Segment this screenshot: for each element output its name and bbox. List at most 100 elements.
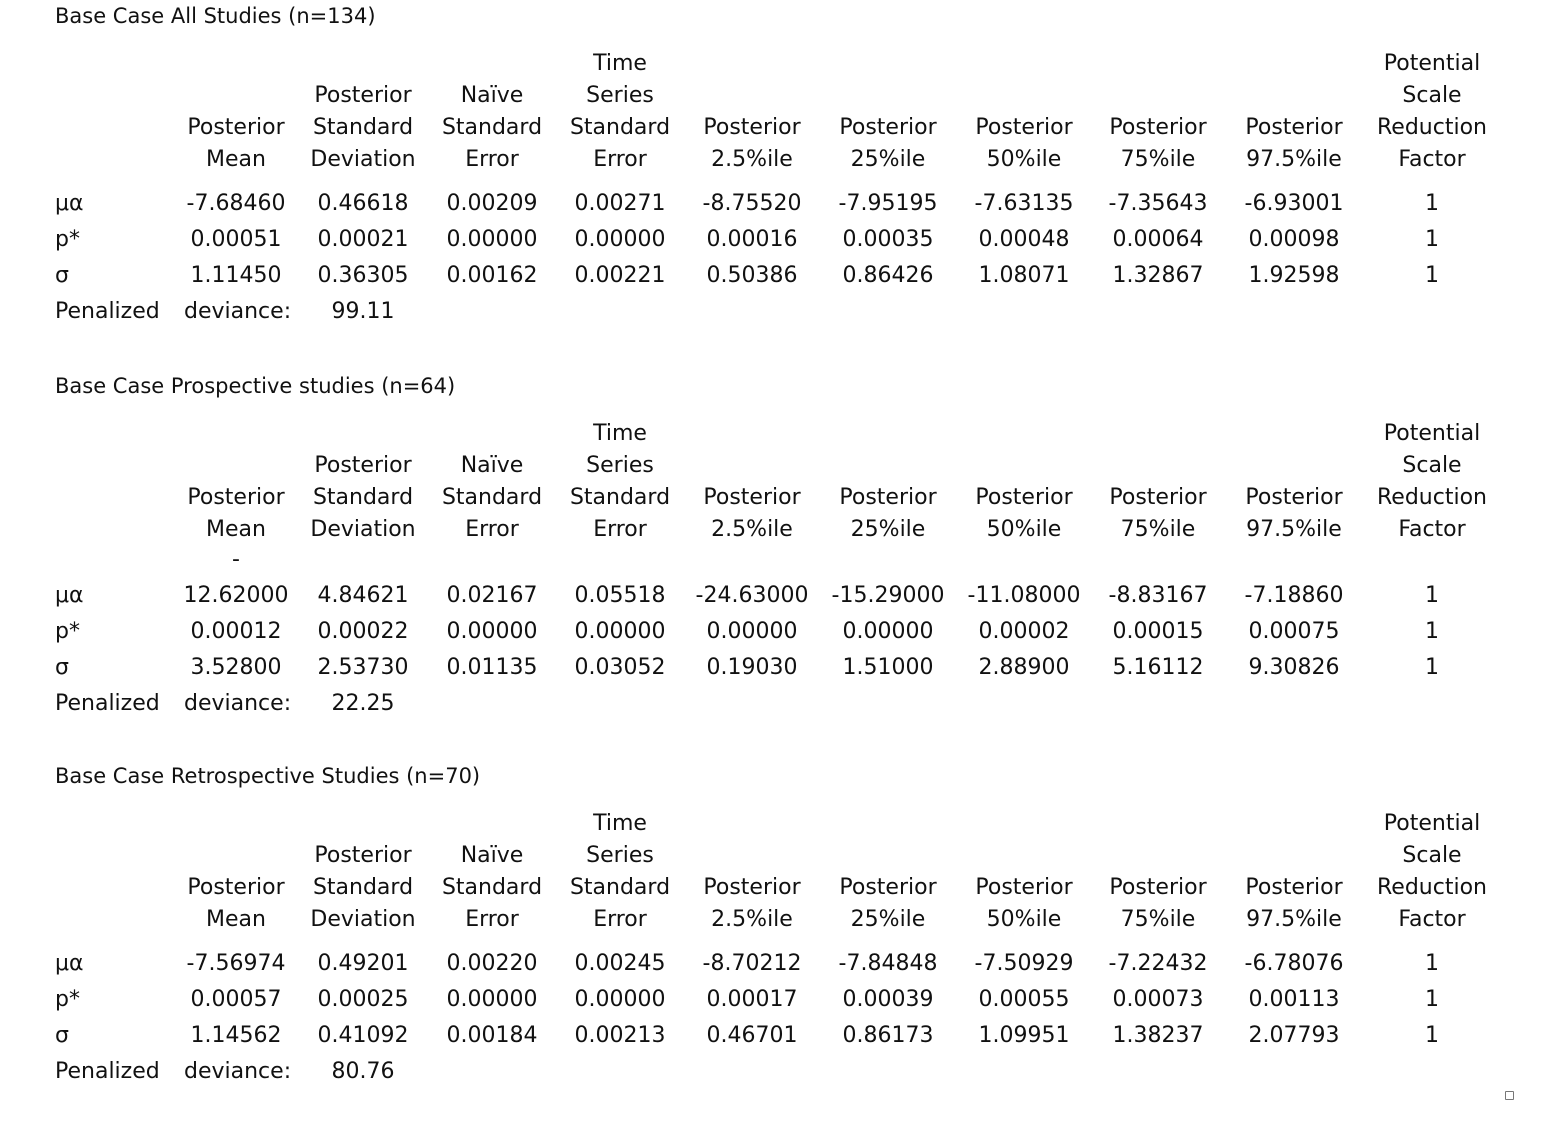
row-label: σ bbox=[55, 1023, 69, 1048]
table-cell: 0.03052 bbox=[574, 655, 666, 680]
table-cell: -6.93001 bbox=[1244, 191, 1344, 216]
table-cell: 0.00221 bbox=[574, 263, 666, 288]
column-header: Series bbox=[586, 453, 654, 478]
row-label: μα bbox=[55, 951, 84, 976]
row-label: p* bbox=[55, 619, 80, 644]
table-cell: -7.56974 bbox=[186, 951, 286, 976]
table-cell: 2.53730 bbox=[317, 655, 409, 680]
table-cell: 2.07793 bbox=[1248, 1023, 1340, 1048]
column-header: Posterior bbox=[703, 875, 801, 900]
table-cell: 1.92598 bbox=[1248, 263, 1340, 288]
table-cell: 0.00000 bbox=[574, 987, 666, 1012]
table-cell: 0.02167 bbox=[446, 583, 538, 608]
column-header: Naïve bbox=[460, 83, 524, 108]
table-cell: 0.00209 bbox=[446, 191, 538, 216]
column-header: 2.5%ile bbox=[711, 147, 793, 172]
column-header: Posterior bbox=[1109, 875, 1207, 900]
table-cell: 0.00039 bbox=[842, 987, 934, 1012]
table-cell: 0.00220 bbox=[446, 951, 538, 976]
row-label: μα bbox=[55, 191, 84, 216]
column-header: 25%ile bbox=[850, 517, 926, 542]
column-header: Error bbox=[465, 147, 519, 172]
table-cell: 1 bbox=[1425, 951, 1439, 976]
table-cell: 2.88900 bbox=[978, 655, 1070, 680]
table-cell: 0.00051 bbox=[190, 227, 282, 252]
column-header: 25%ile bbox=[850, 907, 926, 932]
table-cell: 0.00073 bbox=[1112, 987, 1204, 1012]
table-cell: -11.08000 bbox=[967, 583, 1081, 608]
table-cell: 1.51000 bbox=[842, 655, 934, 680]
column-header: Posterior bbox=[975, 115, 1073, 140]
column-header: Naïve bbox=[460, 453, 524, 478]
table-cell: -8.75520 bbox=[702, 191, 802, 216]
column-header: Potential bbox=[1383, 811, 1481, 836]
table-cell: 0.00213 bbox=[574, 1023, 666, 1048]
table-cell: 0.00098 bbox=[1248, 227, 1340, 252]
table-cell: 1.08071 bbox=[978, 263, 1070, 288]
table-section: Base Case Prospective studies (n=64) Post… bbox=[0, 370, 1548, 750]
resize-handle-icon bbox=[1505, 1091, 1514, 1100]
table-cell: -7.63135 bbox=[974, 191, 1074, 216]
column-header: Posterior bbox=[1245, 875, 1343, 900]
table-cell: 0.00035 bbox=[842, 227, 934, 252]
column-header: Time bbox=[593, 421, 647, 446]
column-header: 50%ile bbox=[986, 907, 1062, 932]
column-header: Posterior bbox=[1245, 485, 1343, 510]
table-cell: 0.00022 bbox=[317, 619, 409, 644]
column-header: Standard bbox=[441, 115, 543, 140]
table-cell: -7.35643 bbox=[1108, 191, 1208, 216]
table-cell: 0.00245 bbox=[574, 951, 666, 976]
table-cell: 3.52800 bbox=[190, 655, 282, 680]
table-cell: 1 bbox=[1425, 655, 1439, 680]
column-header: Posterior bbox=[314, 83, 412, 108]
penalized-label: Penalized bbox=[55, 1059, 160, 1084]
column-header: Posterior bbox=[314, 453, 412, 478]
column-header: 75%ile bbox=[1120, 907, 1196, 932]
column-header: Standard bbox=[569, 485, 671, 510]
column-header: Error bbox=[593, 517, 647, 542]
table-cell: 0.00000 bbox=[446, 227, 538, 252]
table-cell: -7.68460 bbox=[186, 191, 286, 216]
column-header: Deviation bbox=[310, 907, 416, 932]
deviance-value: 22.25 bbox=[331, 691, 395, 716]
table-cell: 0.00002 bbox=[978, 619, 1070, 644]
table-cell: 0.46618 bbox=[317, 191, 409, 216]
column-header: Standard bbox=[441, 485, 543, 510]
column-header: Mean bbox=[206, 907, 266, 932]
column-header: Posterior bbox=[187, 115, 285, 140]
table-cell: 0.36305 bbox=[317, 263, 409, 288]
table-cell: 1 bbox=[1425, 263, 1439, 288]
table-cell: -15.29000 bbox=[831, 583, 945, 608]
table-cell: 0.00016 bbox=[706, 227, 798, 252]
column-header: Scale bbox=[1402, 453, 1462, 478]
row-label: σ bbox=[55, 263, 69, 288]
section-title: Base Case Prospective studies (n=64) bbox=[55, 374, 456, 398]
table-cell: 1 bbox=[1425, 227, 1439, 252]
column-header: Time bbox=[593, 51, 647, 76]
column-header: Factor bbox=[1398, 517, 1466, 542]
table-cell: 0.00012 bbox=[190, 619, 282, 644]
penalized-label: Penalized bbox=[55, 299, 160, 324]
table-cell: 1.11450 bbox=[190, 263, 282, 288]
table-cell: 1.38237 bbox=[1112, 1023, 1204, 1048]
section-title: Base Case All Studies (n=134) bbox=[55, 4, 376, 28]
column-header: Posterior bbox=[975, 875, 1073, 900]
table-cell: 0.00000 bbox=[446, 987, 538, 1012]
row-label: σ bbox=[55, 655, 69, 680]
table-cell: 0.46701 bbox=[706, 1023, 798, 1048]
row-label: p* bbox=[55, 987, 80, 1012]
column-header: 50%ile bbox=[986, 147, 1062, 172]
table-section: Base Case Retrospective Studies (n=70) Po… bbox=[0, 760, 1548, 1140]
deviance-label: deviance: bbox=[184, 1059, 292, 1084]
column-header: Deviation bbox=[310, 147, 416, 172]
column-header: Factor bbox=[1398, 147, 1466, 172]
column-header: Error bbox=[465, 907, 519, 932]
column-header: Scale bbox=[1402, 843, 1462, 868]
table-cell: 0.86426 bbox=[842, 263, 934, 288]
deviance-label: deviance: bbox=[184, 299, 292, 324]
table-cell: 1 bbox=[1425, 987, 1439, 1012]
column-header: 97.5%ile bbox=[1246, 147, 1342, 172]
deviance-value: 80.76 bbox=[331, 1059, 395, 1084]
section-title: Base Case Retrospective Studies (n=70) bbox=[55, 764, 481, 788]
table-cell: 0.00000 bbox=[842, 619, 934, 644]
